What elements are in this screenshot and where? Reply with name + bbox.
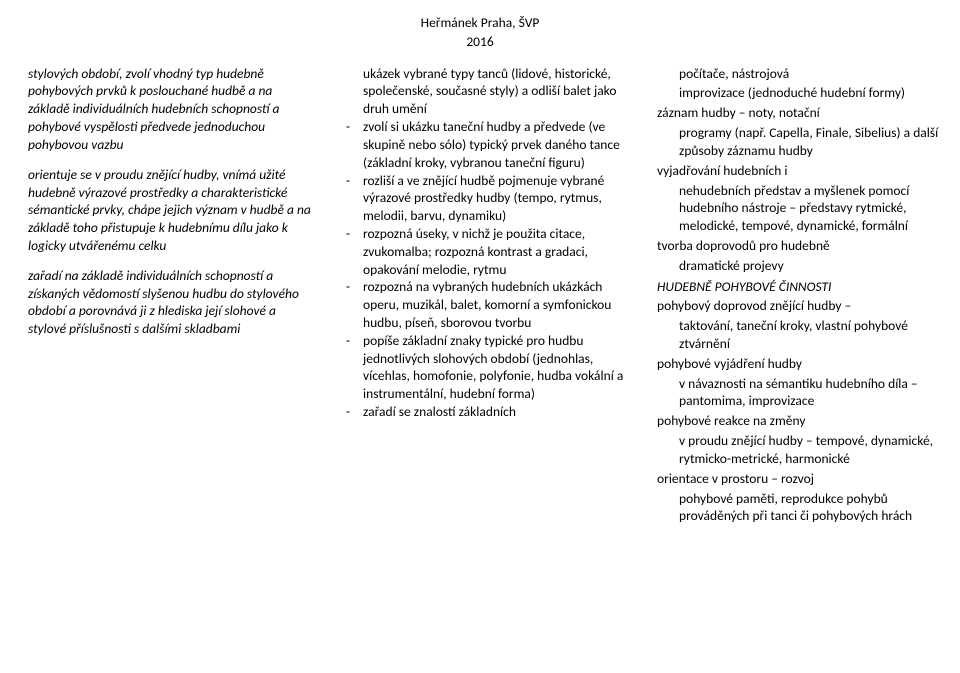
column-3: počítače, nástrojová improvizace (jednod…	[657, 65, 947, 528]
col3-i4b: dramatické projevy	[657, 257, 947, 275]
col3-i1a: počítače, nástrojová	[657, 65, 947, 83]
col2-item-4: rozpozná na vybraných hudebních ukázkách…	[335, 278, 635, 331]
content-columns: stylových období, zvolí vhodný typ hudeb…	[28, 65, 932, 528]
header-year: 2016	[28, 33, 932, 51]
col3-i6b: v návaznosti na sémantiku hudebního díla…	[657, 375, 947, 411]
col3-i7a: pohybové reakce na změny	[657, 412, 947, 430]
col3-i6a: pohybové vyjádření hudby	[657, 355, 947, 373]
col3-i2a: záznam hudby – noty, notační	[657, 104, 947, 122]
col1-para-1: stylových období, zvolí vhodný typ hudeb…	[28, 65, 313, 154]
column-2: ukázek vybrané typy tanců (lidové, histo…	[335, 65, 635, 528]
col1-para-3: zařadí na základě individuálních schopno…	[28, 267, 313, 338]
col1-para-2: orientuje se v proudu znějící hudby, vní…	[28, 166, 313, 255]
col2-item-2: rozliší a ve znějící hudbě pojmenuje vyb…	[335, 172, 635, 225]
col3-i7b: v proudu znějící hudby – tempové, dynami…	[657, 432, 947, 468]
col3-i8a: orientace v prostoru – rozvoj	[657, 470, 947, 488]
col2-item-1: zvolí si ukázku taneční hudby a předvede…	[335, 118, 635, 171]
col3-i5b: taktování, taneční kroky, vlastní pohybo…	[657, 317, 947, 353]
col3-i5a: pohybový doprovod znějící hudby –	[657, 297, 947, 315]
col3-i3a: vyjadřování hudebních i	[657, 162, 947, 180]
col3-i2b: programy (např. Capella, Finale, Sibeliu…	[657, 124, 947, 160]
col3-i1b: improvizace (jednoduché hudební formy)	[657, 84, 947, 102]
col2-item-5: popíše základní znaky typické pro hudbu …	[335, 332, 635, 403]
col2-item-3: rozpozná úseky, v nichž je použita citac…	[335, 225, 635, 278]
col2-item-6: zařadí se znalostí základních	[335, 403, 635, 421]
col3-i8b: pohybové paměti, reprodukce pohybů prová…	[657, 490, 947, 526]
col3-heading: HUDEBNĚ POHYBOVÉ ČINNOSTI	[657, 278, 947, 296]
col2-intro: ukázek vybrané typy tanců (lidové, histo…	[335, 65, 635, 118]
column-1: stylových období, zvolí vhodný typ hudeb…	[28, 65, 313, 528]
page-header: Heřmánek Praha, ŠVP 2016	[28, 14, 932, 51]
col3-i3b: nehudebních představ a myšlenek pomocí h…	[657, 182, 947, 235]
col3-i4a: tvorba doprovodů pro hudebně	[657, 237, 947, 255]
header-title: Heřmánek Praha, ŠVP	[28, 14, 932, 32]
